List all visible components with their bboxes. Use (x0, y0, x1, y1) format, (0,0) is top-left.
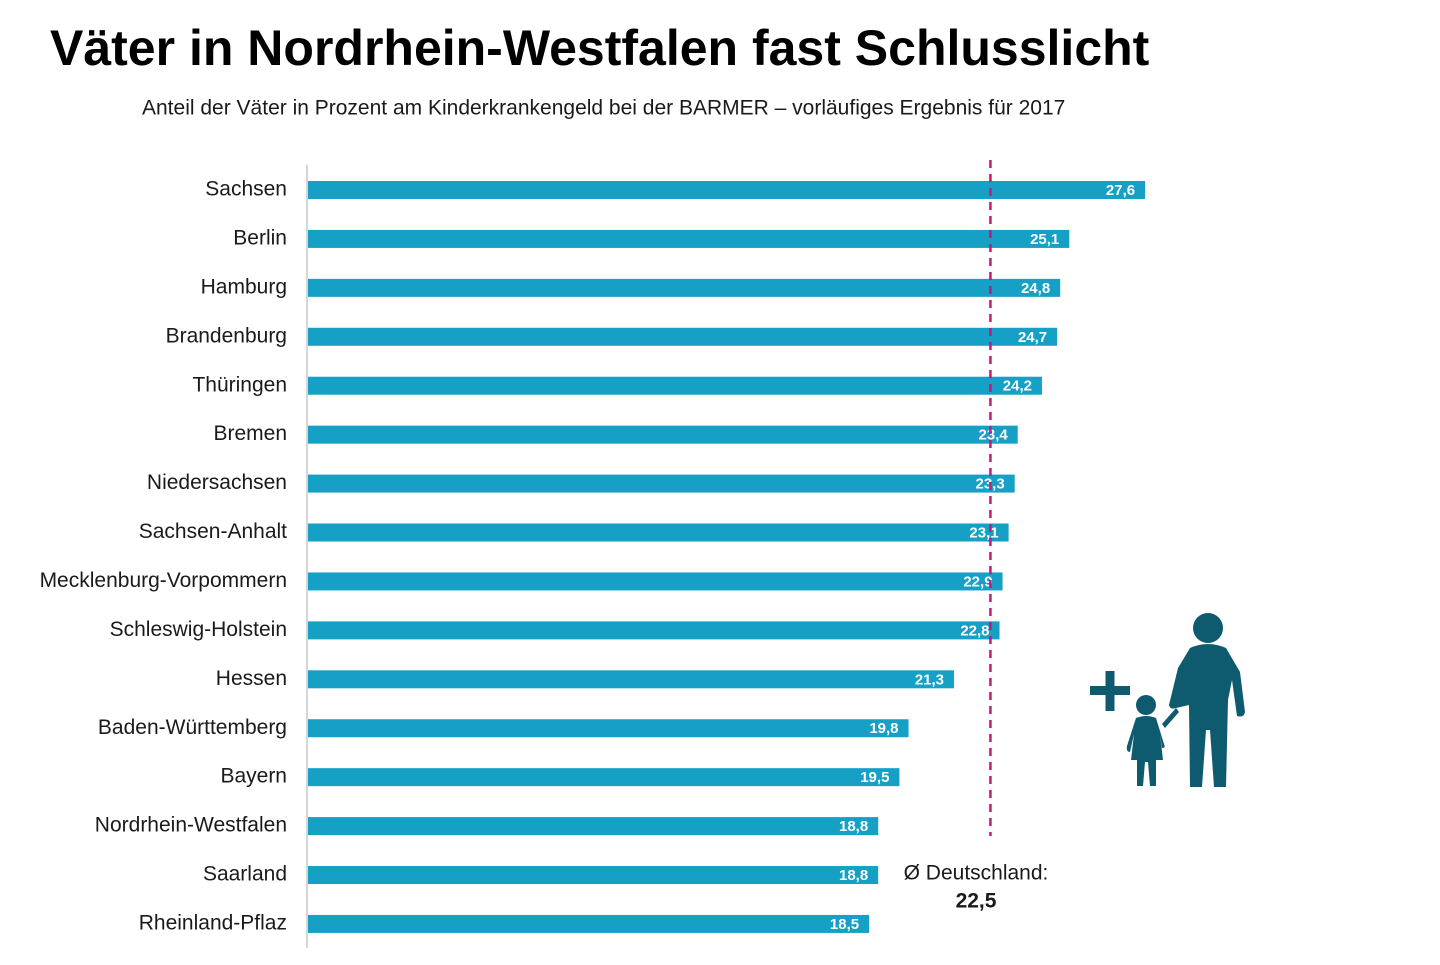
value-label: 19,8 (869, 720, 898, 737)
bar (308, 768, 900, 787)
category-label: Niedersachsen (147, 471, 287, 494)
value-label: 23,1 (969, 524, 998, 541)
category-label: Saarland (203, 863, 287, 886)
value-label: 23,4 (979, 427, 1009, 444)
bar (308, 572, 1003, 591)
bar (308, 425, 1018, 444)
bar (308, 181, 1146, 199)
value-label: 18,8 (839, 818, 868, 835)
bar (308, 914, 870, 933)
value-label: 27,6 (1106, 182, 1135, 199)
value-label: 22,8 (960, 622, 989, 639)
value-label: 24,2 (1003, 378, 1032, 395)
value-label: 21,3 (915, 671, 944, 688)
category-label: Thüringen (192, 373, 287, 396)
reference-value-label: 22,5 (956, 890, 997, 913)
category-label: Hamburg (201, 275, 287, 298)
category-label: Sachsen-Anhalt (139, 520, 287, 543)
category-label: Schleswig-Holstein (110, 618, 287, 641)
value-label: 24,8 (1021, 280, 1050, 297)
category-label: Baden-Württemberg (98, 716, 287, 739)
chart-subtitle: Anteil der Väter in Prozent am Kinderkra… (142, 97, 1065, 120)
bar (308, 278, 1061, 297)
family-icon (1090, 613, 1245, 787)
value-label: 18,5 (830, 916, 859, 933)
category-label: Rheinland-Pflaz (139, 911, 287, 934)
category-label: Sachsen (205, 178, 287, 201)
bar (308, 866, 879, 885)
bar (308, 376, 1042, 395)
bar (308, 621, 1000, 640)
bar (308, 229, 1070, 248)
category-label: Brandenburg (166, 324, 287, 347)
chart-title: Väter in Nordrhein-Westfalen fast Schlus… (50, 20, 1150, 76)
bar (308, 327, 1058, 346)
category-label: Nordrhein-Westfalen (95, 814, 287, 837)
value-label: 22,9 (963, 573, 992, 590)
category-label: Mecklenburg-Vorpommern (40, 569, 287, 592)
category-label: Bremen (213, 422, 287, 445)
reference-label: Ø Deutschland: (904, 862, 1049, 885)
bar (308, 523, 1009, 542)
bar (308, 474, 1015, 493)
category-label: Hessen (216, 667, 287, 690)
bar (308, 670, 955, 689)
value-label: 18,8 (839, 867, 868, 884)
bar (308, 719, 909, 738)
value-label: 25,1 (1030, 231, 1059, 248)
bar (308, 817, 879, 836)
category-label: Berlin (233, 226, 287, 249)
value-label: 19,5 (860, 769, 889, 786)
category-label: Bayern (220, 765, 287, 788)
value-label: 24,7 (1018, 329, 1047, 346)
